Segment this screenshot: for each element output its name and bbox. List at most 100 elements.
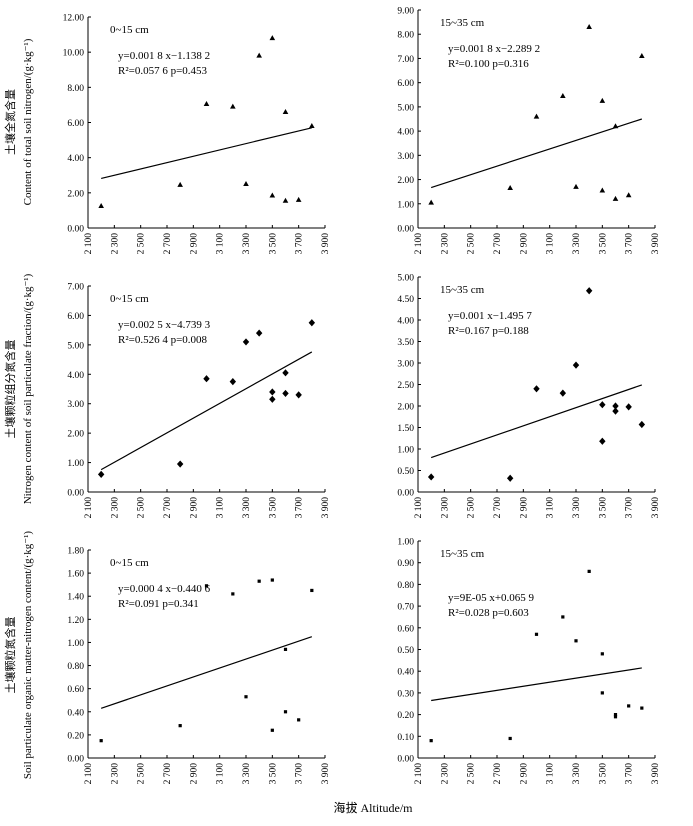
y-tick-label: 4.00 bbox=[397, 317, 414, 327]
x-tick-label: 3 100 bbox=[546, 497, 556, 519]
y-tick-label: 2.00 bbox=[67, 189, 84, 199]
row-2-en-label: Nitrogen content of soil particulate fra… bbox=[22, 273, 34, 504]
x-tick-label: 3 100 bbox=[216, 233, 226, 255]
x-tick-label: 2 500 bbox=[137, 497, 147, 519]
x-tick-label: 2 700 bbox=[163, 233, 173, 255]
trend-line bbox=[101, 127, 312, 179]
panel-depth-label: 15~35 cm bbox=[440, 284, 485, 296]
trend-line bbox=[431, 667, 642, 702]
data-point bbox=[270, 578, 274, 582]
y-tick-label: 1.60 bbox=[67, 570, 84, 580]
row-2-zh-label: 土壤颗粒组分氮含量 bbox=[3, 340, 17, 439]
regression-stats: R²=0.100 p=0.316 bbox=[448, 58, 529, 70]
y-tick-label: 0.90 bbox=[397, 559, 414, 569]
x-tick-label: 2 900 bbox=[519, 763, 529, 785]
chart-panel-b1: 0.00 1.00 2.00 3.00 4.00 5.00 6.00 7.00 2 100 2 3… bbox=[67, 283, 331, 519]
x-tick-label: 2 900 bbox=[519, 233, 529, 255]
y-tick-label: 1.00 bbox=[67, 459, 84, 469]
x-tick-label: 2 300 bbox=[440, 763, 450, 785]
y-tick-label: 0.00 bbox=[67, 225, 84, 235]
data-point bbox=[295, 391, 302, 399]
x-tick-label: 3 900 bbox=[651, 233, 661, 255]
data-point bbox=[533, 385, 540, 393]
y-tick-label: 3.00 bbox=[67, 400, 84, 410]
data-point bbox=[613, 713, 618, 717]
data-point bbox=[612, 402, 619, 410]
x-tick-label: 2 700 bbox=[163, 763, 173, 785]
x-tick-label: 3 100 bbox=[216, 763, 226, 785]
y-tick-label: 0.80 bbox=[67, 662, 84, 672]
row-1-en-label: Content of total soil nitrogen/(g·kg⁻¹) bbox=[22, 38, 34, 205]
data-point bbox=[257, 579, 261, 583]
y-tick-label: 4.50 bbox=[397, 295, 414, 305]
x-tick-label: 2 500 bbox=[467, 497, 477, 519]
data-point bbox=[297, 718, 301, 722]
y-tick-label: 4.00 bbox=[67, 371, 84, 381]
y-tick-label: 0.50 bbox=[397, 646, 414, 656]
x-tick-label: 3 300 bbox=[572, 497, 582, 519]
x-tick-label: 3 100 bbox=[546, 233, 556, 255]
data-point bbox=[612, 123, 619, 129]
data-point bbox=[427, 473, 435, 481]
row-1-zh-label: 土壤全氮含量 bbox=[3, 89, 17, 155]
x-tick-label: 2 700 bbox=[493, 233, 503, 255]
panel-depth-label: 15~35 cm bbox=[440, 548, 485, 560]
y-tick-label: 0.00 bbox=[67, 489, 84, 499]
y-tick-label: 0.80 bbox=[397, 581, 414, 591]
trend-line bbox=[100, 351, 313, 471]
y-tick-label: 7.00 bbox=[67, 283, 84, 293]
x-tick-label: 3 700 bbox=[625, 497, 635, 519]
x-tick-label: 3 500 bbox=[598, 233, 608, 255]
y-tick-label: 0.20 bbox=[397, 711, 414, 721]
y-tick-label: 6.00 bbox=[67, 119, 84, 129]
data-point bbox=[229, 378, 237, 386]
data-point bbox=[600, 652, 604, 656]
x-tick-label: 2 300 bbox=[440, 497, 450, 519]
chart-panel-a1: 0.00 2.00 4.00 6.00 8.00 10.00 12.00 2 100 2 300… bbox=[63, 14, 331, 255]
y-tick-label: 0.00 bbox=[397, 489, 414, 499]
x-tick-label: 3 300 bbox=[242, 233, 252, 255]
x-tick-label: 3 300 bbox=[572, 763, 582, 785]
data-point bbox=[627, 704, 631, 708]
y-tick-label: 3.50 bbox=[397, 338, 414, 348]
data-point bbox=[204, 584, 209, 588]
regression-equation: y=0.001 x−1.495 7 bbox=[448, 310, 532, 322]
data-point bbox=[177, 181, 183, 187]
y-tick-label: 10.00 bbox=[63, 49, 85, 59]
x-tick-label: 2 500 bbox=[137, 233, 147, 255]
data-point bbox=[534, 632, 539, 636]
x-tick-label: 3 700 bbox=[625, 763, 635, 785]
y-tick-label: 2.50 bbox=[397, 381, 414, 391]
data-point bbox=[309, 123, 315, 129]
y-tick-label: 3.00 bbox=[397, 360, 414, 370]
data-point bbox=[613, 715, 618, 719]
trend-line bbox=[430, 118, 643, 189]
y-tick-label: 7.00 bbox=[397, 55, 414, 65]
data-point bbox=[269, 388, 276, 396]
x-tick-label: 3 500 bbox=[268, 233, 278, 255]
data-point bbox=[295, 196, 302, 202]
y-tick-label: 1.00 bbox=[397, 446, 414, 456]
regression-stats: R²=0.526 4 p=0.008 bbox=[118, 334, 208, 346]
y-tick-label: 1.20 bbox=[67, 616, 84, 626]
data-point bbox=[282, 389, 289, 398]
x-axis-label: 海拔 Altitude/m bbox=[334, 800, 414, 815]
data-point bbox=[243, 181, 249, 187]
x-tick-label: 3 500 bbox=[268, 497, 278, 519]
data-point bbox=[561, 615, 565, 619]
x-tick-label: 3 900 bbox=[651, 763, 661, 785]
data-point bbox=[599, 187, 606, 193]
data-point bbox=[638, 420, 646, 429]
data-point bbox=[599, 437, 606, 445]
y-tick-label: 1.40 bbox=[67, 593, 84, 603]
y-tick-label: 2.00 bbox=[397, 176, 414, 186]
y-tick-label: 0.40 bbox=[67, 708, 84, 718]
x-tick-label: 3 900 bbox=[651, 497, 661, 519]
data-point bbox=[203, 101, 210, 107]
y-tick-label: 0.30 bbox=[397, 689, 414, 699]
data-point bbox=[270, 728, 274, 732]
panel-depth-label: 0~15 cm bbox=[110, 24, 149, 36]
y-tick-label: 1.00 bbox=[397, 200, 414, 210]
data-point bbox=[99, 739, 103, 743]
